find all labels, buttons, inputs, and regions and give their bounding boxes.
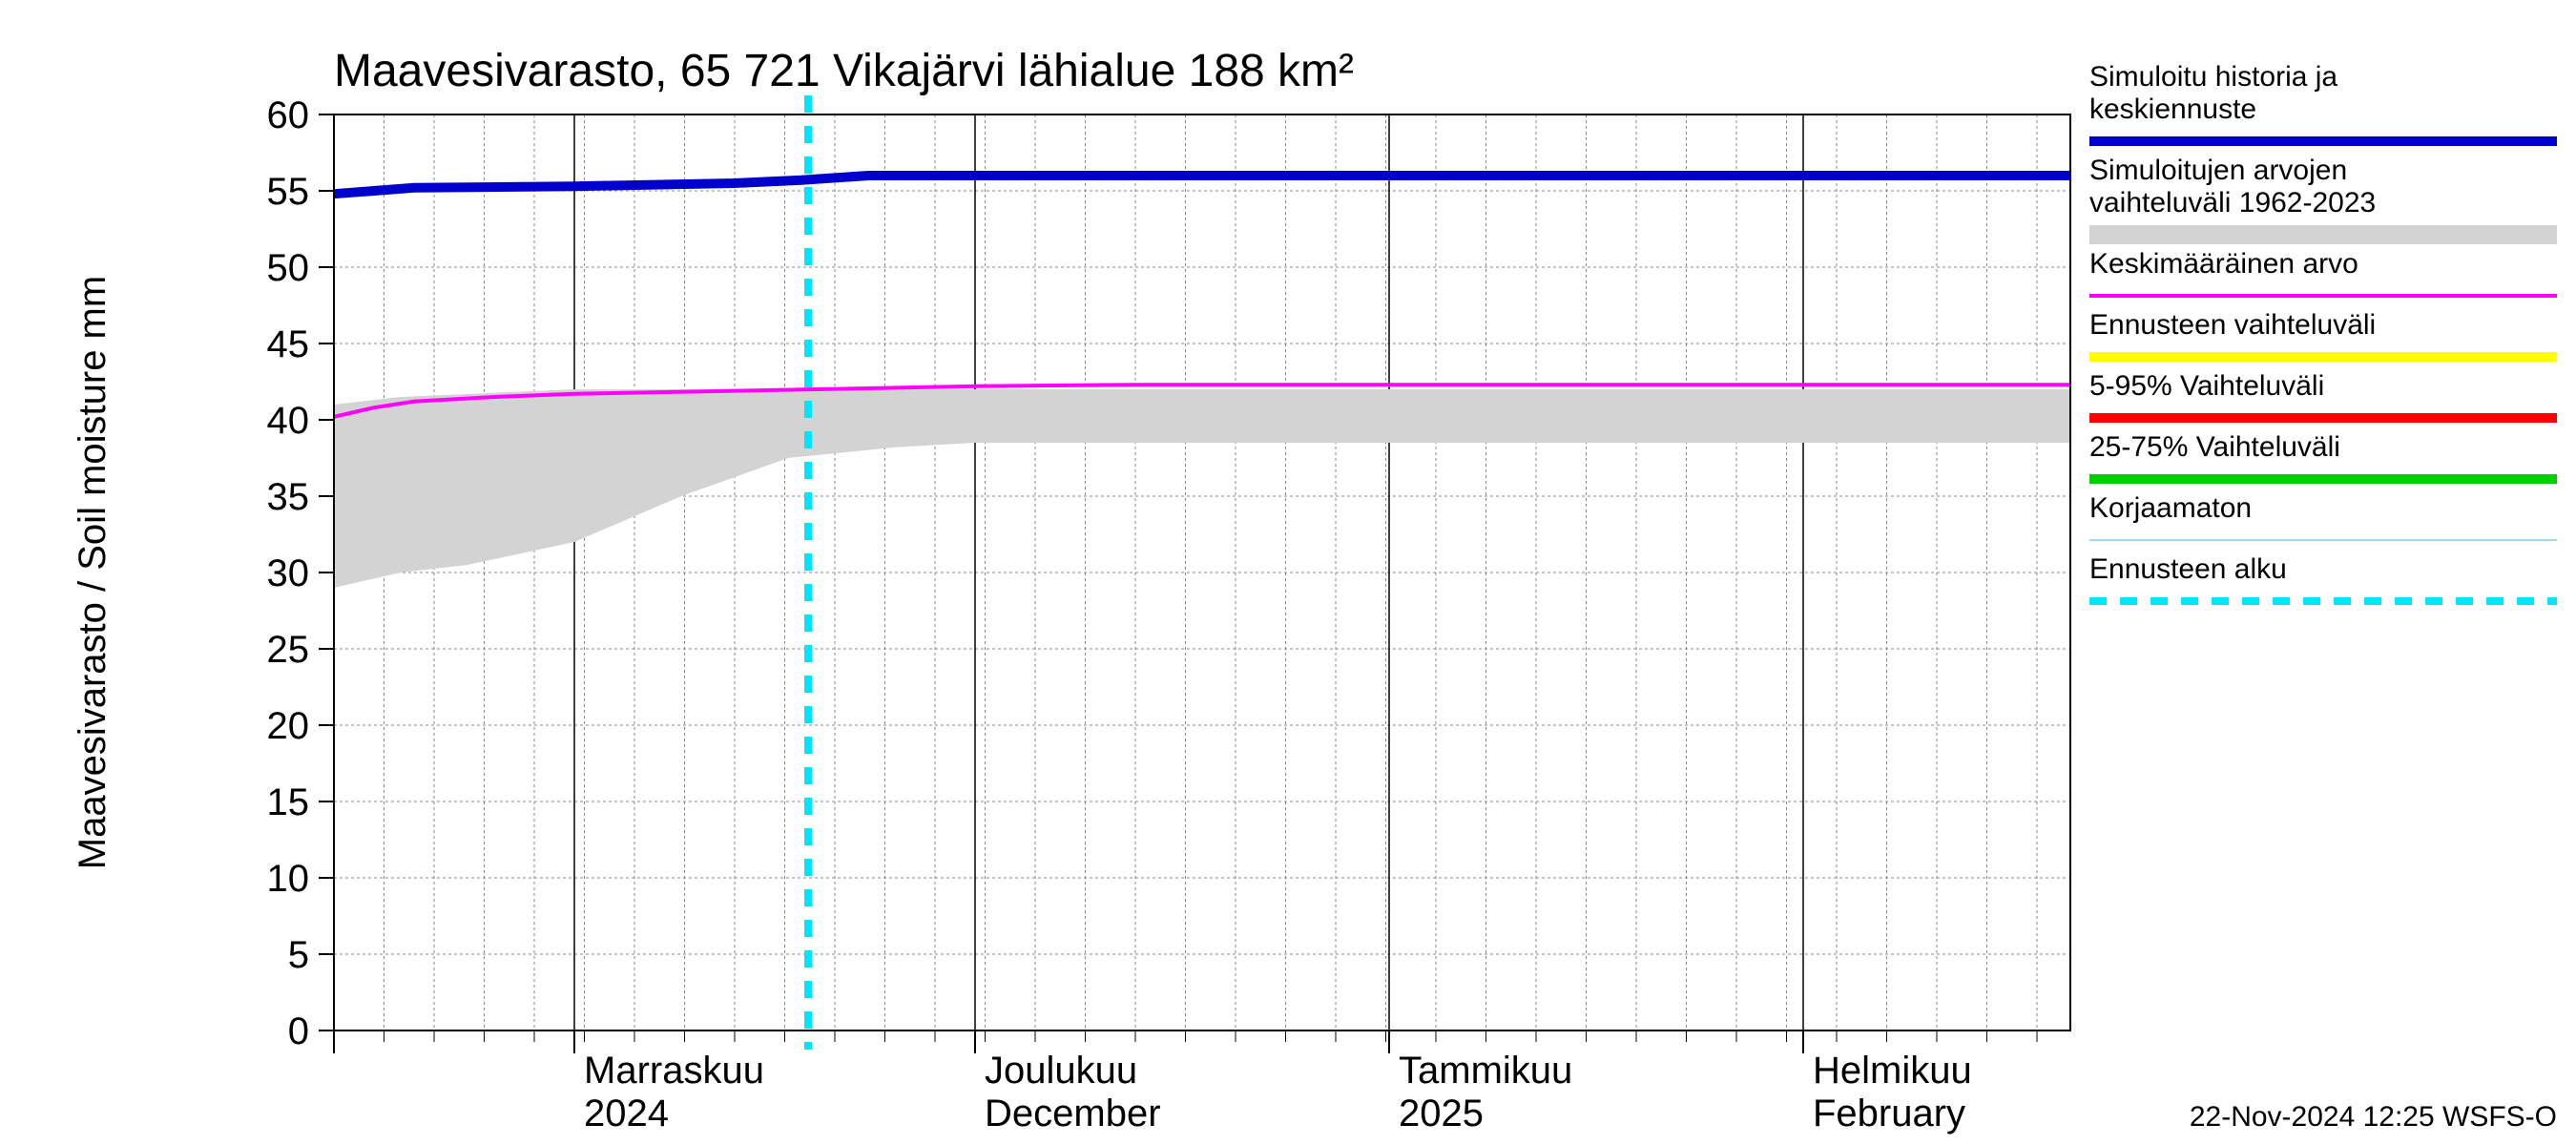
- footer-timestamp: 22-Nov-2024 12:25 WSFS-O: [2190, 1101, 2557, 1133]
- legend-item-label: 5-95% Vaihteluväli: [2089, 370, 2324, 402]
- y-tick-label: 10: [267, 858, 310, 900]
- x-month-label: Joulukuu: [985, 1050, 1137, 1092]
- y-axis-label: Maavesivarasto / Soil moisture mm: [72, 276, 114, 869]
- y-tick-label: 20: [267, 705, 310, 747]
- chart-container: 051015202530354045505560 Marraskuu2024Jo…: [0, 0, 2576, 1145]
- chart-svg: 051015202530354045505560 Marraskuu2024Jo…: [0, 0, 2576, 1145]
- y-tick-label: 40: [267, 400, 310, 442]
- chart-title: Maavesivarasto, 65 721 Vikajärvi lähialu…: [334, 46, 1354, 96]
- legend-item-label: Ennusteen alku: [2089, 553, 2287, 585]
- y-tick-label: 35: [267, 476, 310, 518]
- y-tick-label: 55: [267, 171, 310, 213]
- y-tick-label: 45: [267, 323, 310, 365]
- x-month-label: Tammikuu: [1399, 1050, 1572, 1092]
- y-tick-label: 50: [267, 247, 310, 289]
- legend-item-label: 25-75% Vaihteluväli: [2089, 431, 2340, 463]
- legend-item-label2: vaihteluväli 1962-2023: [2089, 187, 2376, 219]
- x-month-label: Marraskuu: [584, 1050, 764, 1092]
- x-month-label2: February: [1813, 1093, 1965, 1135]
- legend-swatch: [2089, 225, 2557, 244]
- x-month-label2: 2025: [1399, 1093, 1484, 1135]
- x-month-label: Helmikuu: [1813, 1050, 1972, 1092]
- y-tick-label: 60: [267, 94, 310, 136]
- legend-item-label: Simuloitu historia ja: [2089, 61, 2337, 93]
- legend-item-label: Korjaamaton: [2089, 492, 2252, 524]
- x-month-label2: December: [985, 1093, 1161, 1135]
- x-month-label2: 2024: [584, 1093, 669, 1135]
- y-tick-label: 30: [267, 552, 310, 594]
- y-tick-label: 15: [267, 781, 310, 823]
- legend-item-label: Simuloitujen arvojen: [2089, 155, 2347, 186]
- y-tick-label: 25: [267, 629, 310, 671]
- legend-item-label: Keskimääräinen arvo: [2089, 248, 2358, 280]
- y-tick-label: 5: [288, 934, 309, 976]
- legend-item-label: Ennusteen vaihteluväli: [2089, 309, 2376, 341]
- legend-item-label2: keskiennuste: [2089, 94, 2256, 125]
- y-tick-label: 0: [288, 1010, 309, 1052]
